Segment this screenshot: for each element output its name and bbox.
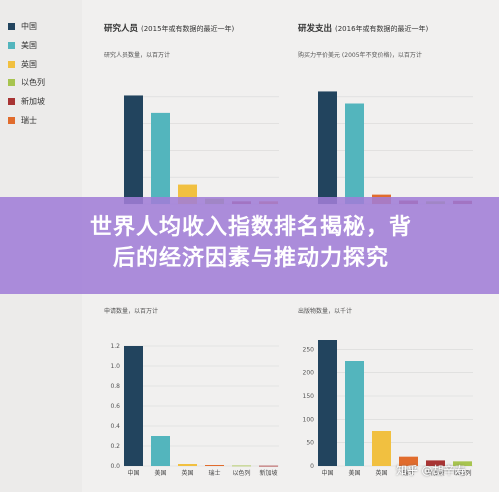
y-tick-label: 1.2 (110, 343, 120, 350)
bar (426, 460, 445, 466)
panel-title-researchers: 研究人员 (2015年或有数据的最近一年) (104, 22, 234, 34)
panel-subtitle-researchers: 研究人员数量，以百万计 (104, 52, 171, 59)
bar (124, 95, 143, 204)
y-tick-label: 1.0 (110, 363, 120, 370)
y-tick-label: 250 (303, 346, 315, 353)
panel-subtitle-rd-spending: 购买力平价美元 (2005年不变价格)，以百万计 (298, 52, 422, 59)
bar (318, 91, 337, 204)
chart-rd-spending (318, 91, 473, 205)
y-tick-label: 50 (306, 440, 314, 447)
bar (178, 464, 197, 466)
panel-title-text: 研究人员 (104, 24, 139, 34)
chart-patent-applications: 0.0 0.2 0.4 0.6 0.8 1.0 1.2 中国 美国 英国 瑞士 以色列 新加坡 (110, 343, 279, 477)
legend-swatch (8, 60, 15, 68)
legend-label: 以色列 (21, 77, 45, 87)
x-tick-label: 美国 (154, 469, 166, 477)
title-banner (0, 197, 499, 294)
x-tick-label: 以色列 (453, 469, 471, 477)
y-tick-label: 0.2 (110, 443, 120, 450)
panel-title-note: (2016年或有数据的最近一年) (334, 25, 429, 33)
x-tick-label: 新加坡 (426, 469, 444, 477)
bar (453, 461, 472, 466)
legend-swatch (8, 97, 15, 105)
legend-label: 瑞士 (21, 115, 37, 125)
legend-item-china: 中国 (8, 20, 37, 32)
legend-swatch (8, 22, 15, 30)
legend-item-uk: 英国 (8, 58, 37, 70)
x-tick-label: 英国 (375, 469, 387, 477)
bar (151, 112, 170, 204)
x-tick-label: 瑞士 (402, 469, 414, 477)
legend-label: 英国 (21, 59, 37, 69)
legend-item-singapore: 新加坡 (8, 95, 45, 107)
legend-swatch (8, 41, 15, 49)
legend-label: 美国 (21, 40, 37, 50)
y-tick-label: 0.4 (110, 423, 120, 430)
bar (399, 456, 418, 466)
bar (318, 340, 337, 466)
bar (232, 465, 251, 467)
panel-subtitle-publications: 出版物数量，以千计 (298, 308, 353, 315)
chart-publications: 0 50 100 150 200 250 中国 美国 英国 瑞士 新加坡 以色列 (303, 340, 473, 477)
y-tick-label: 0.8 (110, 383, 120, 390)
legend-swatch (8, 78, 15, 86)
y-tick-label: 150 (303, 393, 315, 400)
bar (259, 465, 278, 467)
bar (124, 346, 143, 466)
legend-item-switzerland: 瑞士 (8, 114, 37, 126)
banner-title: 世界人均收入指数排名揭秘，背 后的经济因素与推动力探究 (26, 212, 476, 274)
panel-subtitle-patents: 申请数量，以百万计 (104, 308, 159, 315)
panel-title-rd-spending: 研发支出 (2016年或有数据的最近一年) (298, 22, 428, 34)
x-tick-label: 新加坡 (259, 469, 277, 477)
watermark: 知乎 @胡辛寿 (396, 464, 466, 477)
y-tick-label: 0.0 (110, 463, 120, 470)
bar (151, 436, 170, 466)
y-tick-label: 0 (310, 463, 314, 470)
x-tick-label: 中国 (127, 469, 139, 477)
chart-researchers (124, 95, 279, 205)
y-tick-label: 100 (303, 416, 315, 423)
legend-label: 中国 (21, 21, 37, 31)
legend-label: 新加坡 (21, 96, 45, 106)
x-tick-label: 瑞士 (208, 469, 220, 477)
bar (345, 361, 364, 466)
panel-title-note: (2015年或有数据的最近一年) (140, 25, 235, 33)
bar (345, 103, 364, 204)
legend-item-usa: 美国 (8, 39, 37, 51)
x-tick-label: 以色列 (232, 469, 250, 477)
bar (372, 431, 391, 466)
panel-title-text: 研发支出 (298, 24, 333, 34)
y-tick-label: 200 (303, 370, 315, 377)
banner-title-line1: 世界人均收入指数排名揭秘，背 (89, 215, 412, 240)
bar (205, 465, 224, 466)
banner-title-line2: 后的经济因素与推动力探究 (112, 246, 389, 271)
x-tick-label: 美国 (348, 469, 360, 477)
y-tick-label: 0.6 (110, 403, 120, 410)
x-tick-label: 中国 (321, 469, 333, 477)
legend-swatch (8, 116, 15, 124)
x-tick-label: 英国 (181, 469, 193, 477)
legend-item-israel: 以色列 (8, 76, 45, 88)
